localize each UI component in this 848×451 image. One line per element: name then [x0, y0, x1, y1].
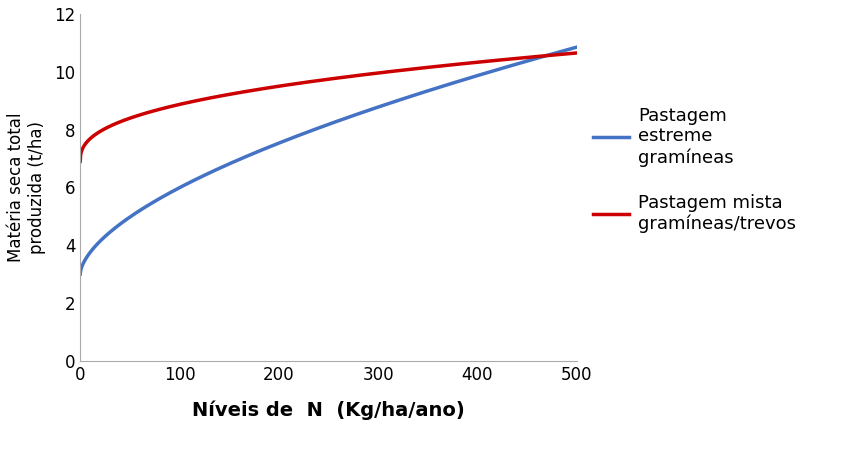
X-axis label: Níveis de  N  (Kg/ha/ano): Níveis de N (Kg/ha/ano) [192, 400, 465, 420]
Legend: Pastagem
estreme
gramíneas, Pastagem mista
gramíneas/trevos: Pastagem estreme gramíneas, Pastagem mis… [586, 100, 803, 240]
Y-axis label: Matéria seca total
produzida (t/ha): Matéria seca total produzida (t/ha) [7, 113, 46, 262]
